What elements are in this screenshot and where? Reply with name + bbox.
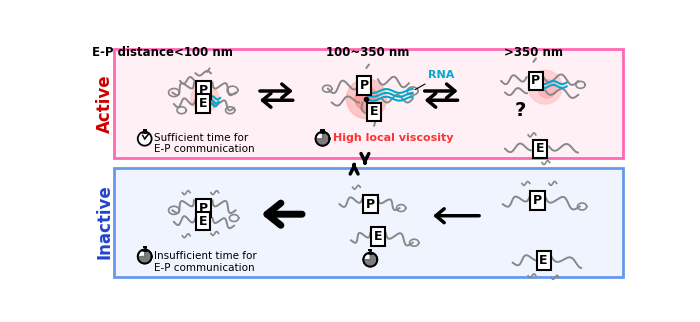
- Polygon shape: [363, 253, 377, 267]
- FancyBboxPatch shape: [114, 49, 623, 158]
- FancyBboxPatch shape: [114, 168, 623, 277]
- Text: P: P: [533, 194, 542, 207]
- Text: E: E: [370, 105, 379, 118]
- Circle shape: [355, 87, 378, 110]
- Text: E-P distance: E-P distance: [92, 46, 174, 59]
- Text: Sufficient time for
E-P communication: Sufficient time for E-P communication: [154, 133, 255, 154]
- Polygon shape: [138, 250, 152, 263]
- Text: P: P: [365, 198, 375, 211]
- Text: Inactive: Inactive: [96, 185, 113, 259]
- Text: RNA: RNA: [415, 70, 454, 90]
- Circle shape: [197, 90, 213, 106]
- Text: E: E: [199, 215, 207, 228]
- Text: <100 nm: <100 nm: [174, 46, 232, 59]
- Circle shape: [346, 79, 386, 119]
- Text: E: E: [374, 230, 382, 243]
- Circle shape: [191, 84, 218, 112]
- Text: E: E: [199, 97, 207, 110]
- Text: P: P: [531, 74, 540, 88]
- Text: >350 nm: >350 nm: [504, 46, 563, 59]
- Circle shape: [363, 253, 377, 267]
- Polygon shape: [316, 132, 330, 146]
- Text: 100~350 nm: 100~350 nm: [326, 46, 410, 59]
- Circle shape: [538, 80, 557, 98]
- Circle shape: [528, 70, 562, 104]
- Circle shape: [316, 132, 330, 146]
- Text: E: E: [536, 142, 544, 155]
- Circle shape: [138, 250, 152, 263]
- Text: Active: Active: [96, 74, 113, 133]
- Text: P: P: [360, 79, 369, 92]
- Text: P: P: [199, 84, 208, 97]
- Circle shape: [138, 132, 152, 146]
- Text: Insufficient time for
E-P communication: Insufficient time for E-P communication: [154, 251, 257, 273]
- Text: High local viscosity: High local viscosity: [332, 133, 453, 143]
- Text: P: P: [199, 202, 208, 214]
- Text: ?: ?: [514, 101, 526, 120]
- Text: E: E: [539, 254, 548, 267]
